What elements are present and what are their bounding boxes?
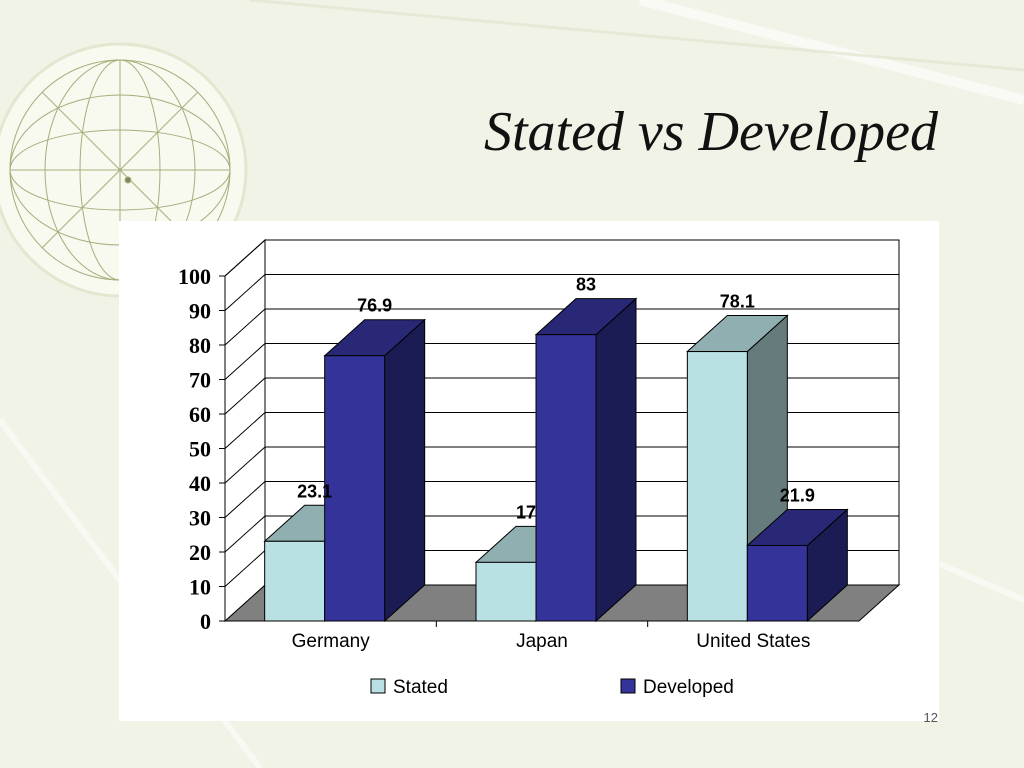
chart-panel: 0 10 20 30 40 50 60 70 80 90 100 Germany Japan Unite… [119, 221, 939, 721]
chart-bars [263, 297, 849, 623]
bar [264, 540, 326, 622]
data-label: 23.1 [297, 481, 332, 501]
y-tick-label: 80 [189, 333, 211, 358]
x-tick-label: Japan [516, 631, 568, 652]
y-tick-label: 60 [189, 402, 211, 427]
data-label: 83 [576, 275, 596, 295]
bar [746, 544, 808, 622]
data-label: 17 [516, 502, 536, 522]
data-label: 78.1 [720, 292, 755, 312]
bar [686, 351, 748, 622]
y-tick-label: 10 [189, 575, 211, 600]
y-tick-label: 100 [178, 264, 211, 289]
bar-side [595, 297, 637, 623]
y-axis-ticks: 0 10 20 30 40 50 60 70 80 90 100 [178, 264, 225, 634]
y-tick-label: 20 [189, 540, 211, 565]
gridline [224, 239, 899, 277]
y-tick-label: 0 [200, 609, 211, 634]
gridline [224, 343, 899, 380]
y-tick-label: 50 [189, 437, 211, 462]
data-label: 21.9 [780, 485, 815, 505]
page-number: 12 [923, 710, 938, 725]
y-tick-label: 70 [189, 368, 211, 393]
data-label: 76.9 [357, 296, 392, 316]
bar [535, 334, 597, 622]
x-tick-label: Germany [292, 631, 371, 652]
bar-side [384, 318, 426, 623]
legend-swatch [370, 678, 386, 694]
legend-label: Stated [393, 677, 448, 698]
x-axis-ticks: Germany Japan United States [225, 620, 859, 652]
slide-title: Stated vs Developed [483, 101, 938, 163]
legend: Stated Developed [370, 677, 734, 698]
x-tick-label: United States [696, 631, 810, 652]
y-tick-label: 90 [189, 299, 211, 324]
bar-chart: 0 10 20 30 40 50 60 70 80 90 100 Germany Japan Unite… [178, 238, 901, 698]
bar [475, 561, 537, 622]
legend-swatch [620, 678, 636, 694]
y-tick-label: 40 [189, 471, 211, 496]
bar [324, 355, 386, 622]
y-tick-label: 30 [189, 506, 211, 531]
legend-label: Developed [643, 677, 734, 698]
data-labels: 23.1 76.9 17 83 78.1 21.9 [297, 275, 815, 523]
gridline [224, 308, 899, 346]
gridline [224, 274, 899, 311]
